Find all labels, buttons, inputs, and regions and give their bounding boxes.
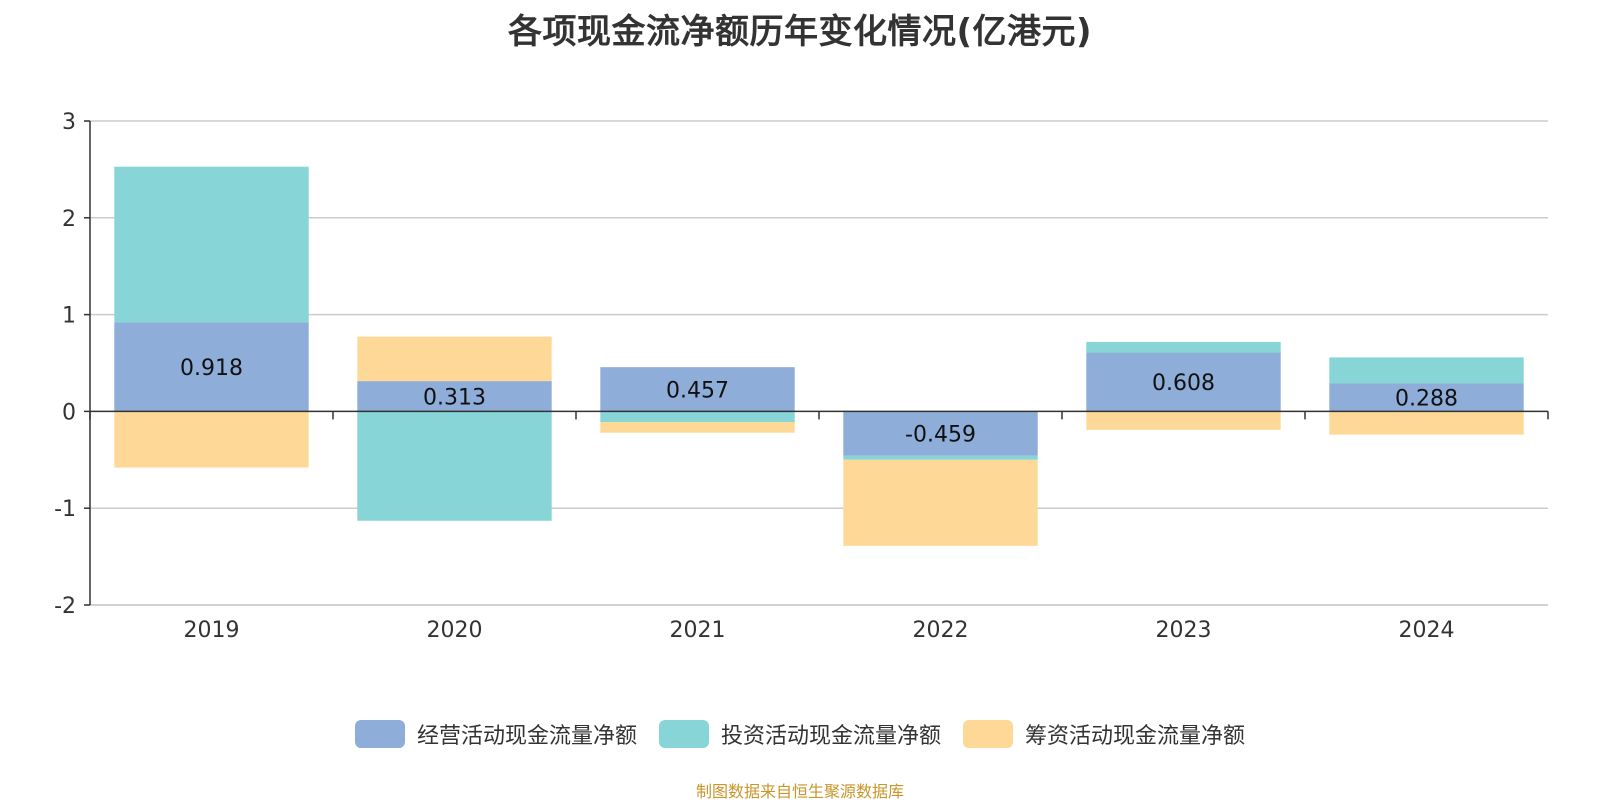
y-tick-label: -1 <box>54 497 76 522</box>
grid-lines <box>90 120 1548 606</box>
source-note: 制图数据来自恒生聚源数据库 <box>695 782 904 801</box>
data-label-2019: 0.918 <box>180 356 243 381</box>
legend-item-operating[interactable]: 经营活动现金流量净额 <box>354 718 637 750</box>
legend-label-operating: 经营活动现金流量净额 <box>416 724 637 749</box>
data-label-2022: -0.459 <box>905 423 976 448</box>
y-tick-label: 1 <box>62 304 76 329</box>
bar-2021-series-2 <box>600 422 795 433</box>
x-tick-label: 2020 <box>427 618 483 643</box>
bar-2022-series-1 <box>843 455 1038 460</box>
bar-2023-series-2 <box>1086 411 1281 430</box>
bar-2019-series-0 <box>114 322 309 412</box>
data-label-2020: 0.313 <box>423 385 486 410</box>
data-label-2024: 0.288 <box>1395 386 1458 411</box>
bar-2022-series-0 <box>843 411 1038 456</box>
data-label-2021: 0.457 <box>666 378 729 403</box>
bars <box>114 166 1524 546</box>
bar-2023-series-0 <box>1086 352 1281 412</box>
axes: 3 2 1 0 -1 -2 2019 2020 2021 2022 2023 2024 <box>54 110 1549 643</box>
data-label-2023: 0.608 <box>1152 371 1215 396</box>
bar-2021-series-0 <box>600 367 795 412</box>
chart-title: 各项现金流净额历年变化情况(亿港元) <box>507 12 1093 52</box>
bar-2024-series-2 <box>1329 411 1524 435</box>
y-tick-label: 2 <box>62 207 76 232</box>
x-tick-label: 2024 <box>1399 618 1455 643</box>
bar-2022-series-2 <box>843 459 1038 546</box>
bar-2024-series-1 <box>1329 357 1524 384</box>
legend-label-financing: 筹资活动现金流量净额 <box>1025 724 1246 749</box>
bar-2019-series-2 <box>114 411 309 468</box>
legend-swatch-operating <box>354 720 405 748</box>
legend-swatch-financing <box>963 720 1013 748</box>
bar-2020-series-2 <box>357 336 552 382</box>
x-tick-label: 2019 <box>184 618 240 643</box>
bar-2020-series-0 <box>357 381 552 412</box>
data-labels: 0.918 0.313 0.457 -0.459 0.608 0.288 <box>180 356 1458 448</box>
x-tick-label: 2021 <box>670 618 726 643</box>
legend-item-investing[interactable]: 投资活动现金流量净额 <box>658 718 941 750</box>
legend-label-investing: 投资活动现金流量净额 <box>720 724 941 749</box>
legend: 经营活动现金流量净额 投资活动现金流量净额 筹资活动现金流量净额 <box>0 718 1600 750</box>
y-tick-label: 0 <box>62 400 76 425</box>
y-tick-label: -2 <box>54 594 76 619</box>
bar-2024-series-0 <box>1329 383 1524 412</box>
x-tick-label: 2022 <box>913 618 969 643</box>
bar-2021-series-1 <box>600 411 795 423</box>
x-tick-label: 2023 <box>1156 618 1212 643</box>
legend-swatch-investing <box>658 720 709 748</box>
bar-2023-series-1 <box>1086 341 1281 353</box>
bar-2020-series-1 <box>357 411 552 521</box>
bar-2019-series-1 <box>114 166 309 323</box>
legend-item-financing[interactable]: 筹资活动现金流量净额 <box>963 718 1245 750</box>
y-tick-label: 3 <box>62 110 76 135</box>
